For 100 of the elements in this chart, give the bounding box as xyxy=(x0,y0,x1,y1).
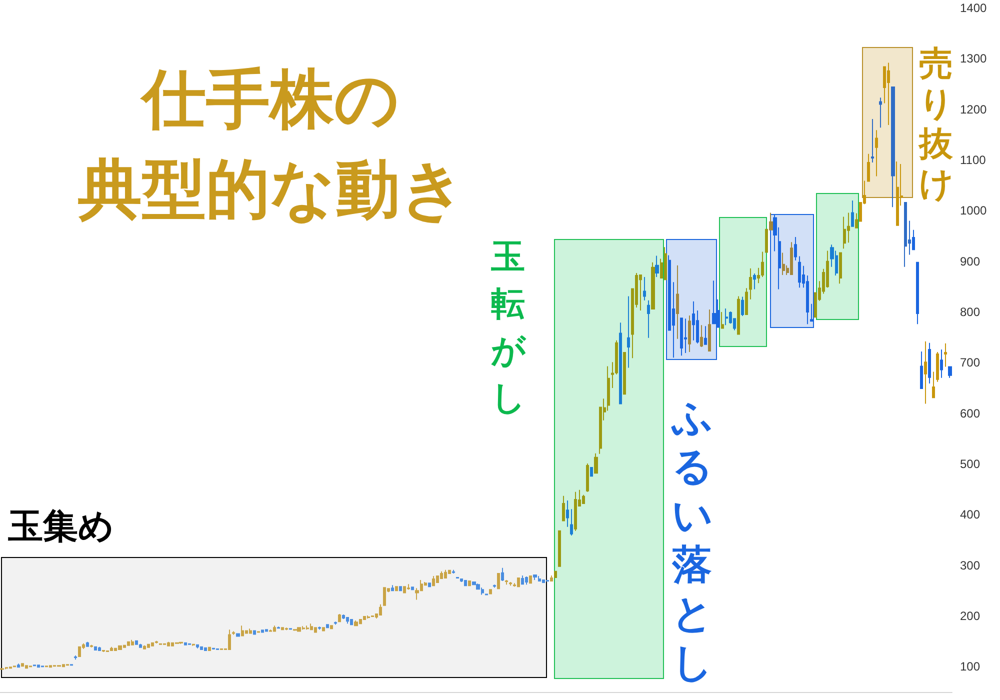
candlestick xyxy=(143,644,146,650)
candlestick xyxy=(428,582,431,588)
candlestick xyxy=(521,574,524,585)
candlestick xyxy=(517,578,520,588)
candlestick xyxy=(721,312,724,329)
candlestick xyxy=(147,643,150,648)
candlestick xyxy=(192,643,195,646)
candlestick xyxy=(371,614,374,618)
candlestick xyxy=(318,626,321,630)
candlestick xyxy=(310,623,313,630)
candlestick xyxy=(334,621,337,626)
candlestick xyxy=(769,212,773,230)
candlestick xyxy=(179,641,183,644)
candlestick xyxy=(269,629,272,632)
candlestick xyxy=(741,296,744,317)
candlestick xyxy=(590,467,593,477)
candlestick xyxy=(489,589,492,594)
candlestick xyxy=(204,647,207,651)
candlestick xyxy=(110,646,113,651)
candlestick xyxy=(647,300,650,338)
y-tick-label: 800 xyxy=(960,305,980,319)
y-tick-label: 400 xyxy=(960,508,980,522)
candlestick xyxy=(790,242,793,276)
candlestick xyxy=(753,272,756,290)
candlestick xyxy=(464,580,467,586)
candlestick xyxy=(525,576,528,586)
y-tick-label: 600 xyxy=(960,406,980,420)
candlestick xyxy=(765,228,768,253)
candlestick xyxy=(924,340,927,404)
candlestick xyxy=(135,640,138,645)
candlestick xyxy=(887,62,890,126)
candlestick xyxy=(871,118,874,164)
candlestick xyxy=(509,582,512,586)
candlestick xyxy=(472,582,476,586)
candlestick xyxy=(281,627,284,630)
candlestick xyxy=(529,575,532,584)
candlestick xyxy=(468,580,471,586)
candlestick xyxy=(118,645,122,650)
candlestick xyxy=(200,646,203,650)
candlestick xyxy=(407,584,410,590)
candlestick xyxy=(379,604,382,616)
candlestick xyxy=(664,246,667,280)
candlestick xyxy=(558,530,561,567)
candlestick xyxy=(49,665,52,668)
candlestick xyxy=(586,462,589,492)
candlestick xyxy=(794,236,797,261)
candlestick xyxy=(338,613,341,622)
candlestick xyxy=(184,642,187,646)
candlestick xyxy=(354,620,358,626)
candlestick xyxy=(891,86,895,208)
candlestick xyxy=(86,641,89,647)
candlestick xyxy=(17,663,20,668)
candlestick xyxy=(810,303,813,322)
candlestick xyxy=(896,161,899,226)
candlestick xyxy=(151,642,154,646)
y-tick-label: 1400 xyxy=(960,1,988,15)
candlestick xyxy=(936,352,939,382)
candlestick xyxy=(350,619,353,626)
candlestick xyxy=(916,262,919,325)
candlestick xyxy=(322,627,325,632)
candlestick xyxy=(684,318,687,354)
candlestick xyxy=(542,580,545,584)
candlestick xyxy=(651,262,655,310)
candlestick xyxy=(285,627,288,631)
candlestick xyxy=(444,569,447,578)
candlestick xyxy=(798,256,801,288)
candlestick xyxy=(448,569,451,574)
candlestick xyxy=(655,255,659,278)
candlestick xyxy=(452,569,455,574)
candlestick xyxy=(326,624,329,628)
candlestick xyxy=(45,665,48,668)
candlestick xyxy=(749,268,752,300)
candlestick xyxy=(273,625,276,632)
candlestick xyxy=(875,130,878,177)
candlestick xyxy=(904,202,907,268)
candlestick xyxy=(155,640,158,644)
candlestick xyxy=(533,574,537,581)
candlestick xyxy=(920,351,923,390)
candlestick xyxy=(346,617,349,624)
candlestick xyxy=(692,300,695,341)
candlestick xyxy=(342,614,345,620)
candlestick xyxy=(363,616,366,620)
candlestick xyxy=(131,639,134,646)
y-tick-label: 900 xyxy=(960,254,980,268)
candlestick xyxy=(855,212,858,228)
candlestick xyxy=(839,252,842,284)
candlestick xyxy=(306,625,309,630)
candlestick xyxy=(460,578,463,583)
candlestick xyxy=(127,641,130,646)
candlestick xyxy=(676,264,679,340)
candlestick xyxy=(391,584,394,592)
candlestick xyxy=(680,318,683,356)
candlestick xyxy=(383,587,386,606)
candlestick xyxy=(639,274,642,311)
candlestick xyxy=(700,324,703,348)
annotation: 玉集め xyxy=(8,506,114,547)
candlestick xyxy=(623,352,626,395)
y-tick-label: 1000 xyxy=(960,204,988,218)
candlestick xyxy=(167,641,170,646)
candlestick xyxy=(879,97,882,128)
